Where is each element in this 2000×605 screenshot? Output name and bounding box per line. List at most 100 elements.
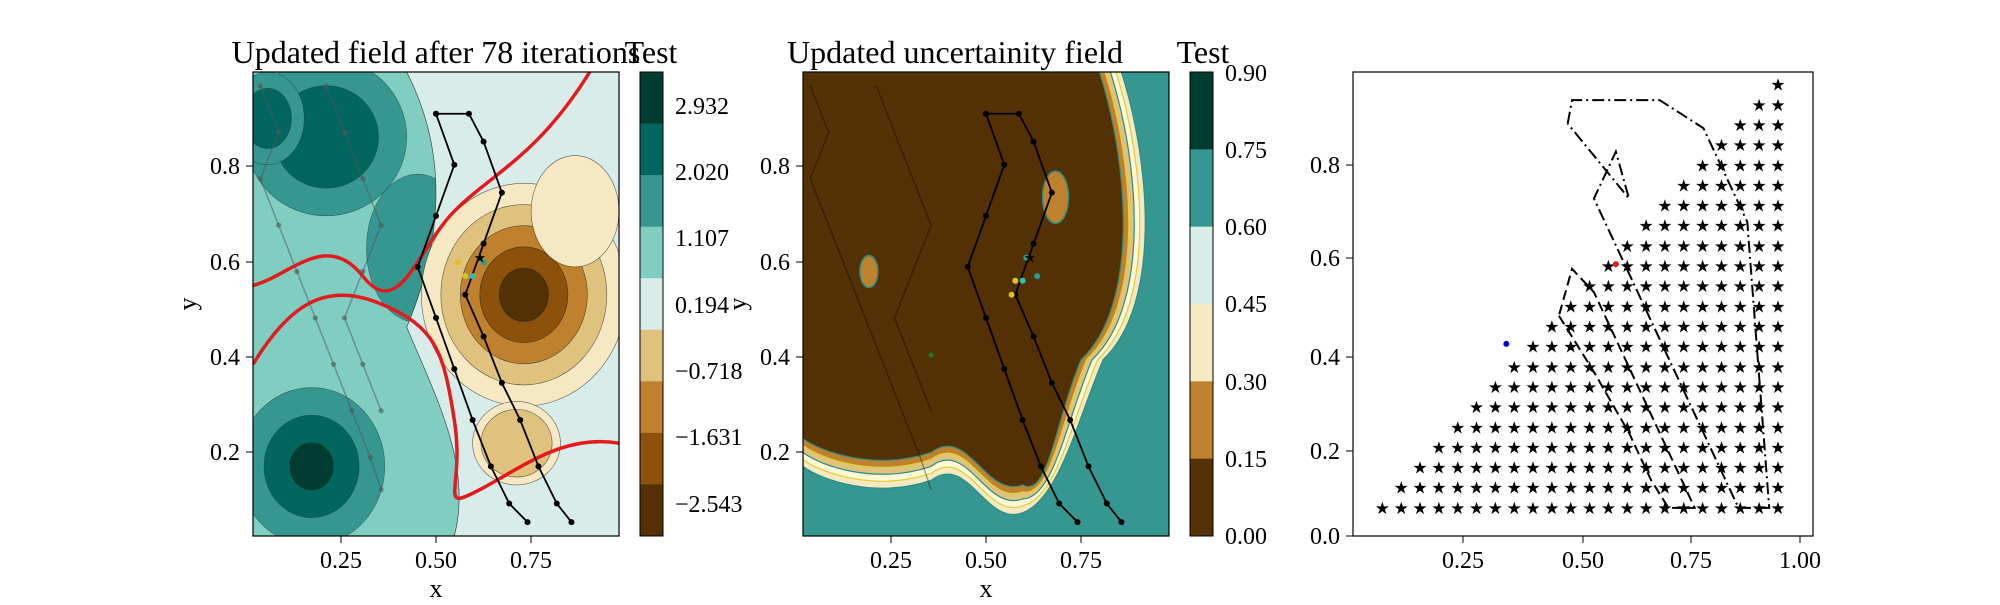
agent-path-node [480,333,487,340]
grid-star-marker: ★ [1714,277,1729,296]
grid-star-marker: ★ [1751,338,1766,357]
grid-star-marker: ★ [1638,257,1653,276]
grid-star-marker: ★ [1620,277,1635,296]
grid-star-marker: ★ [1431,479,1446,498]
right-xticks: 0.25 0.50 0.75 1.00 [1442,536,1821,574]
dashdot-path [1566,99,1771,509]
grid-star-marker: ★ [1582,459,1597,478]
middle-cbar-tick-label: 0.90 [1225,61,1267,87]
grid-star-marker: ★ [1733,237,1748,256]
grid-star-marker: ★ [1770,398,1785,417]
agent-path-node [480,138,487,145]
agent-path-node [524,519,531,526]
previous-path [809,85,932,490]
grid-star-marker: ★ [1733,277,1748,296]
grid-star-marker: ★ [1563,499,1578,518]
grid-star-marker: ★ [1676,338,1691,357]
previous-path-node [349,408,355,414]
right-xtick-label: 0.50 [1562,548,1604,574]
grid-star-marker: ★ [1525,398,1540,417]
sample-point [454,259,461,266]
grid-star-marker: ★ [1751,96,1766,115]
agent-path [986,112,1123,523]
agent-path-node [498,189,505,196]
grid-star-marker: ★ [1714,317,1729,336]
grid-star-marker: ★ [1657,398,1672,417]
grid-star-marker: ★ [1676,237,1691,256]
grid-star-marker: ★ [1751,378,1766,397]
agent-path-node [1030,138,1037,145]
agent-path-node [1037,463,1044,470]
previous-path [325,85,382,411]
grid-star-marker: ★ [1657,378,1672,397]
right-ytick-label: 0.2 [1310,439,1340,465]
left-xticks: 0.25 0.50 0.75 [320,536,552,574]
previous-path [875,85,932,411]
highlight-point [1503,340,1510,347]
grid-star-marker: ★ [1431,459,1446,478]
grid-star-marker: ★ [1770,197,1785,216]
grid-star-marker: ★ [1431,499,1446,518]
grid-star-marker: ★ [1620,438,1635,457]
grid-star-marker: ★ [1676,277,1691,296]
grid-star-marker: ★ [1638,277,1653,296]
agent-path-node [1085,463,1092,470]
highlight-point [1612,261,1619,268]
uncert-island [859,254,879,289]
grid-star-marker: ★ [1601,398,1616,417]
grid-star-marker: ★ [1751,418,1766,437]
grid-star-marker: ★ [1431,438,1446,457]
grid-star-marker: ★ [1714,176,1729,195]
grid-star-marker: ★ [1770,237,1785,256]
left-yticks: 0.2 0.4 0.6 0.8 [210,154,253,466]
grid-star-marker: ★ [1488,378,1503,397]
grid-star-marker: ★ [1733,438,1748,457]
grid-star-marker: ★ [1582,438,1597,457]
agent-path-node [1015,110,1022,117]
grid-star-marker: ★ [1657,418,1672,437]
grid-star-marker: ★ [1751,116,1766,135]
previous-path-node [294,268,300,275]
grid-star-marker: ★ [1638,317,1653,336]
agent-path-node [1019,417,1026,423]
grid-star-marker: ★ [1394,479,1409,498]
grid-star-marker: ★ [1657,297,1672,316]
grid-star-marker: ★ [1733,358,1748,377]
grid-star-marker: ★ [1582,479,1597,498]
grid-star-marker: ★ [1751,297,1766,316]
grid-star-marker: ★ [1638,479,1653,498]
grid-star-marker: ★ [1695,156,1710,175]
grid-star-marker: ★ [1469,479,1484,498]
grid-star-marker: ★ [1714,358,1729,377]
middle-panel: ★ Updated uncertainity field x y 0.25 0.… [723,34,1267,603]
agent-path-node [433,314,439,321]
grid-star-marker: ★ [1751,479,1766,498]
left-colorbar [640,72,663,537]
field-high-contour [289,442,334,491]
grid-star-marker: ★ [1507,459,1522,478]
left-ytick-label: 0.8 [210,154,240,180]
left-title: Updated field after 78 iterations [232,34,641,70]
left-xtick-label: 0.75 [510,548,552,574]
grid-star-marker: ★ [1582,317,1597,336]
grid-star-marker: ★ [1770,156,1785,175]
left-ytick-label: 0.4 [210,345,240,371]
grid-star-marker: ★ [1657,237,1672,256]
middle-colorbar-frame [1189,71,1214,537]
grid-star-marker: ★ [1733,136,1748,155]
left-cbar-tick-label: 2.020 [675,160,729,186]
grid-star-marker: ★ [1714,378,1729,397]
agent-path-node [964,263,971,270]
agent-path-node [983,314,989,321]
grid-star-marker: ★ [1488,479,1503,498]
agent-path-node [1067,417,1074,423]
grid-star-marker: ★ [1601,358,1616,377]
grid-star-marker: ★ [1638,217,1653,236]
grid-star-marker: ★ [1770,479,1785,498]
grid-star-marker: ★ [1601,459,1616,478]
grid-star-marker: ★ [1582,297,1597,316]
best-point-star: ★ [474,252,487,267]
middle-xtick-label: 0.75 [1060,548,1102,574]
grid-star-marker: ★ [1770,438,1785,457]
sample-point [1023,254,1030,261]
